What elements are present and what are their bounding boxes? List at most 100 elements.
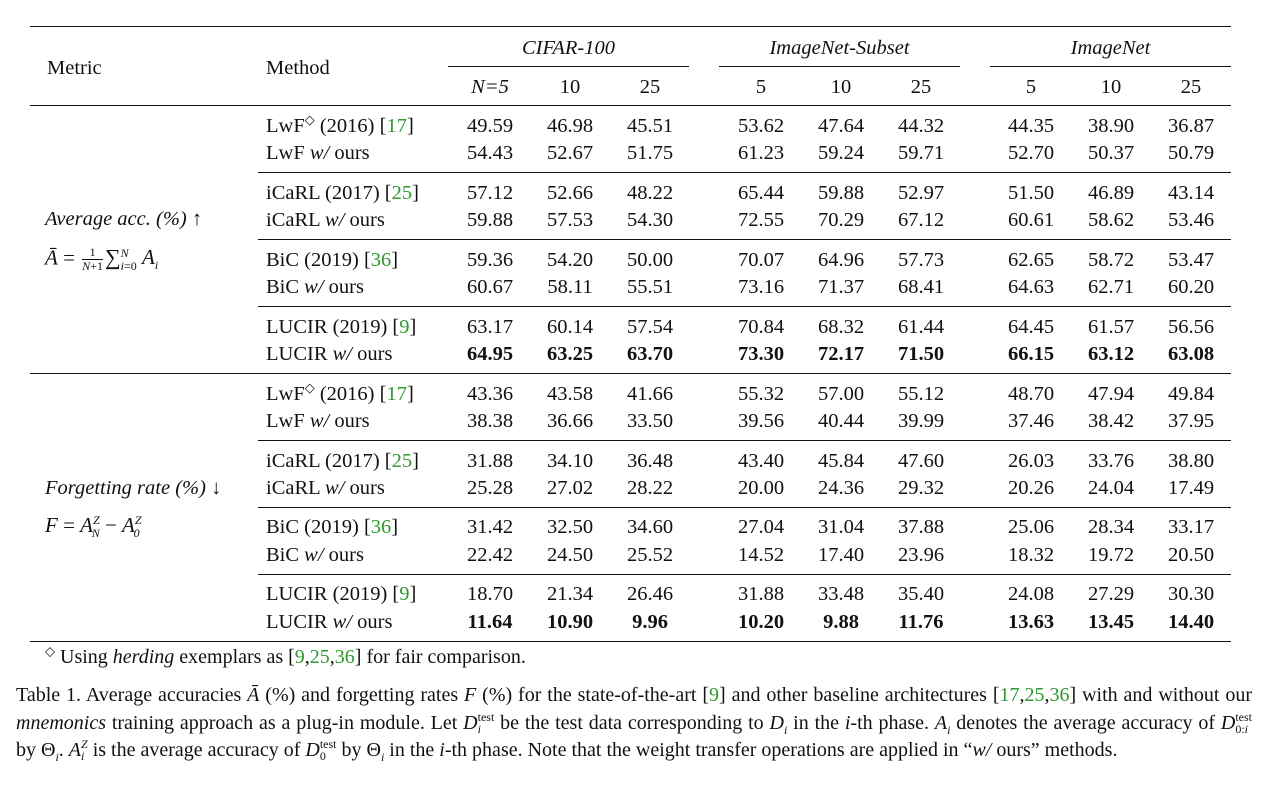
- table-cell: 21.34: [546, 583, 594, 605]
- table-cell: 57.73: [897, 249, 945, 271]
- table-cell: 53.47: [1167, 249, 1215, 271]
- table-cell: 50.37: [1087, 142, 1135, 164]
- table-cell: 57.12: [466, 182, 514, 204]
- table-cell: 56.56: [1167, 316, 1215, 338]
- table-cell: 24.04: [1087, 477, 1135, 499]
- table-cell: 14.52: [737, 544, 785, 566]
- table-cell: 63.17: [466, 316, 514, 338]
- table-cell: 44.32: [897, 115, 945, 137]
- table-cell: 38.80: [1167, 450, 1215, 472]
- table-cell: 31.88: [737, 583, 785, 605]
- table-cell: 60.67: [466, 276, 514, 298]
- table-cell: 36.66: [546, 410, 594, 432]
- table-cell: 27.02: [546, 477, 594, 499]
- table-cell: 10.20: [737, 611, 785, 633]
- table-cell: 51.75: [626, 142, 674, 164]
- table-cell: 60.61: [1007, 209, 1055, 231]
- table-cell: 68.32: [817, 316, 865, 338]
- header-rule: [30, 105, 1231, 106]
- table-cell: 55.32: [737, 383, 785, 405]
- table-cell: 20.50: [1167, 544, 1215, 566]
- method-label: iCaRL (2017) [25]: [266, 450, 419, 472]
- table-cell: 60.20: [1167, 276, 1215, 298]
- table-cell: 37.88: [897, 516, 945, 538]
- table-cell: 62.65: [1007, 249, 1055, 271]
- table-cell: 28.22: [626, 477, 674, 499]
- table-cell: 30.30: [1167, 583, 1215, 605]
- table-cell: 52.67: [546, 142, 594, 164]
- group-header-imagenet: ImageNet: [1070, 37, 1151, 59]
- table-cell: 38.42: [1087, 410, 1135, 432]
- phase-header: 25: [910, 76, 932, 98]
- method-label: LwF w/ ours: [266, 410, 370, 432]
- table-cell: 13.45: [1087, 611, 1135, 633]
- table-cell: 27.04: [737, 516, 785, 538]
- table-cell: 26.46: [626, 583, 674, 605]
- method-header: Method: [266, 57, 330, 79]
- block-rule: [258, 574, 1231, 575]
- table-cell: 34.60: [626, 516, 674, 538]
- table-cell: 37.95: [1167, 410, 1215, 432]
- table-cell: 22.42: [466, 544, 514, 566]
- table-cell: 58.62: [1087, 209, 1135, 231]
- table-cell: 35.40: [897, 583, 945, 605]
- method-label: BiC (2019) [36]: [266, 516, 399, 538]
- table-cell: 52.70: [1007, 142, 1055, 164]
- table-cell: 33.50: [626, 410, 674, 432]
- table-cell: 45.84: [817, 450, 865, 472]
- table-cell: 60.14: [546, 316, 594, 338]
- method-label: iCaRL w/ ours: [266, 477, 385, 499]
- table-cell: 72.55: [737, 209, 785, 231]
- table-cell: 70.07: [737, 249, 785, 271]
- forgetting-rate-label: Forgetting rate (%) ↓: [45, 477, 222, 499]
- table-cell: 72.17: [817, 343, 865, 365]
- table-cell: 45.51: [626, 115, 674, 137]
- table-cell: 61.44: [897, 316, 945, 338]
- table-cell: 62.71: [1087, 276, 1135, 298]
- table-cell: 58.11: [547, 276, 593, 298]
- table-cell: 64.95: [466, 343, 514, 365]
- table-cell: 63.70: [626, 343, 674, 365]
- table-cell: 11.76: [898, 611, 944, 633]
- table-cell: 25.52: [626, 544, 674, 566]
- phase-header: 10: [1100, 76, 1122, 98]
- block-rule: [258, 507, 1231, 508]
- top-rule: [30, 26, 1231, 28]
- table-cell: 50.79: [1167, 142, 1215, 164]
- table-cell: 64.45: [1007, 316, 1055, 338]
- group-header-imagenet-subset: ImageNet-Subset: [769, 37, 910, 59]
- method-label: LwF◇ (2016) [17]: [266, 380, 414, 405]
- table-cell: 57.00: [817, 383, 865, 405]
- table-cell: 13.63: [1007, 611, 1055, 633]
- table-cell: 54.30: [626, 209, 674, 231]
- phase-header: 5: [1025, 76, 1037, 98]
- table-cell: 29.32: [897, 477, 945, 499]
- table-cell: 20.00: [737, 477, 785, 499]
- table-cell: 71.50: [897, 343, 945, 365]
- section-rule: [30, 373, 1231, 374]
- group-header-cifar100: CIFAR-100: [521, 37, 615, 59]
- table-cell: 9.96: [632, 611, 668, 633]
- phase-header: N=5: [471, 76, 509, 98]
- table-cell: 36.87: [1167, 115, 1215, 137]
- table-cell: 43.40: [737, 450, 785, 472]
- table-cell: 44.35: [1007, 115, 1055, 137]
- block-rule: [258, 306, 1231, 307]
- table-cell: 31.42: [466, 516, 514, 538]
- table-cell: 48.22: [626, 182, 674, 204]
- table-cell: 54.43: [466, 142, 514, 164]
- table-cell: 41.66: [626, 383, 674, 405]
- table-cell: 24.50: [546, 544, 594, 566]
- table-cell: 31.88: [466, 450, 514, 472]
- table-cell: 17.49: [1167, 477, 1215, 499]
- table-cell: 47.64: [817, 115, 865, 137]
- phase-header: 25: [1180, 76, 1202, 98]
- table-cell: 20.26: [1007, 477, 1055, 499]
- table-cell: 17.40: [817, 544, 865, 566]
- phase-header: 5: [755, 76, 767, 98]
- table-cell: 51.50: [1007, 182, 1055, 204]
- block-rule: [258, 172, 1231, 173]
- metric-header: Metric: [47, 57, 102, 79]
- phase-header: 10: [830, 76, 852, 98]
- table-cell: 67.12: [897, 209, 945, 231]
